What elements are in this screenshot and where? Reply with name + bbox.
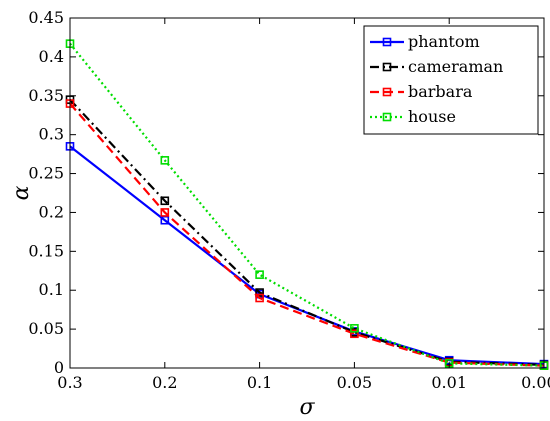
data-point-barbara-2 [255,293,264,303]
series-layer [65,39,549,370]
legend-marker-barbara [382,87,392,97]
series-line-cameraman [69,98,545,366]
y-tick-label: 0.45 [28,8,64,27]
legend-marker-cameraman [382,62,392,72]
axes-layer: 0 0.05 0.1 0.15 0.2 0.25 0.3 0.35 0.4 0.45 0.3 0.2 0… [28,8,550,392]
x-tick-label: 0.1 [247,373,272,392]
x-tick-label: 0.05 [337,373,373,392]
y-tick-label: 0.25 [28,164,64,183]
x-tick-label: 0.01 [431,373,467,392]
series-line-phantom [69,145,545,366]
legend: phantom cameraman barbara house [363,25,539,135]
data-point-house-3 [350,324,359,333]
series-line-house [69,42,545,367]
x-axis-label: σ [299,395,315,420]
y-tick-label: 0 [54,358,64,377]
series-line-barbara [69,102,545,367]
y-tick-label: 0.15 [28,241,64,260]
y-axis-label: α [9,185,34,200]
data-point-house-1 [160,156,170,165]
data-point-cameraman-1 [160,196,170,206]
legend-label-house: house [408,107,456,126]
legend-box [363,25,539,135]
legend-marker-phantom [382,37,392,47]
y-tick-label: 0.4 [39,47,64,66]
data-point-barbara-1 [160,208,170,217]
x-tick-label: 0.005 [521,373,550,392]
legend-label-barbara: barbara [408,82,473,101]
data-point-cameraman-2 [255,288,264,297]
legend-label-cameraman: cameraman [408,57,503,76]
legend-label-phantom: phantom [408,32,480,51]
y-tick-label: 0.35 [28,86,64,105]
y-tick-label: 0.05 [28,319,64,338]
data-point-barbara-3 [350,329,359,339]
x-tick-label: 0.2 [152,373,177,392]
legend-marker-house [382,112,392,122]
axes-frame [69,17,545,369]
y-tick-label: 0.2 [39,202,64,221]
x-tick-label: 0.3 [57,373,82,392]
data-point-house-2 [255,270,264,279]
y-tick-label: 0.3 [39,125,64,144]
y-tick-label: 0.1 [39,280,64,299]
